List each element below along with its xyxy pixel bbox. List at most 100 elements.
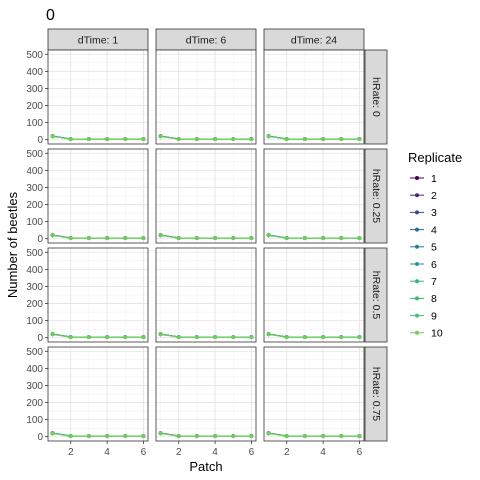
data-point xyxy=(357,137,362,142)
data-point xyxy=(50,233,55,238)
legend-item-label: 4 xyxy=(431,224,437,236)
legend-key-point xyxy=(415,176,419,180)
row-strip-label: hRate: 0 xyxy=(370,77,382,117)
data-point xyxy=(195,434,199,439)
panel-border xyxy=(155,346,257,442)
data-point xyxy=(249,335,254,340)
series-line xyxy=(268,234,360,239)
data-point xyxy=(105,236,109,241)
series-line xyxy=(52,333,144,338)
data-point xyxy=(231,236,236,241)
legend-key-point xyxy=(415,227,419,232)
legend-item-label: 3 xyxy=(431,207,437,219)
data-point xyxy=(141,236,146,241)
data-point xyxy=(339,137,344,142)
panel-border xyxy=(263,49,365,145)
y-tick-label: 400 xyxy=(26,67,43,78)
column-strip-label: dTime: 24 xyxy=(291,35,337,47)
series-line xyxy=(160,432,252,437)
series-line xyxy=(52,432,144,437)
y-tick-label: 100 xyxy=(26,415,43,426)
y-tick-label: 300 xyxy=(26,381,43,392)
y-tick-label: 0 xyxy=(37,432,43,443)
y-tick-label: 100 xyxy=(26,118,43,129)
data-point xyxy=(123,236,128,241)
series-line xyxy=(268,135,360,140)
row-strip xyxy=(364,49,388,145)
data-point xyxy=(105,335,109,340)
legend-key-point xyxy=(415,330,419,335)
series-line xyxy=(160,234,252,239)
data-point xyxy=(68,434,73,439)
data-point xyxy=(87,434,91,439)
data-point xyxy=(284,434,289,439)
data-point xyxy=(231,335,236,340)
panel-border xyxy=(47,49,149,145)
panel-border xyxy=(263,148,365,244)
row-strip xyxy=(364,148,388,244)
legend-key-point xyxy=(415,210,419,215)
legend-item-label: 1 xyxy=(431,173,437,185)
data-point xyxy=(266,431,271,436)
data-point xyxy=(266,332,271,337)
x-tick-label: 4 xyxy=(104,447,110,458)
legend-item-label: 10 xyxy=(431,328,443,340)
data-point xyxy=(195,137,199,142)
y-axis-label: Number of beetles xyxy=(5,191,20,298)
panel-border xyxy=(155,148,257,244)
data-point xyxy=(141,137,146,142)
y-tick-label: 100 xyxy=(26,217,43,228)
data-point xyxy=(303,137,307,142)
panel-border xyxy=(155,49,257,145)
x-tick-label: 6 xyxy=(249,447,255,458)
data-point xyxy=(213,137,217,142)
legend-key-point xyxy=(415,193,419,198)
y-tick-label: 100 xyxy=(26,316,43,327)
data-point xyxy=(158,332,163,337)
data-point xyxy=(321,236,325,241)
data-point xyxy=(105,137,109,142)
data-point xyxy=(176,335,181,340)
data-point xyxy=(176,236,181,241)
data-point xyxy=(231,434,236,439)
y-tick-label: 200 xyxy=(26,101,43,112)
data-point xyxy=(303,335,307,340)
legend-item-label: 9 xyxy=(431,310,437,322)
y-tick-label: 200 xyxy=(26,398,43,409)
data-point xyxy=(141,335,146,340)
data-point xyxy=(141,434,146,439)
data-point xyxy=(339,236,344,241)
data-point xyxy=(266,233,271,238)
y-tick-label: 500 xyxy=(26,347,43,358)
data-point xyxy=(321,434,325,439)
y-tick-label: 0 xyxy=(37,333,43,344)
data-point xyxy=(50,332,55,337)
data-point xyxy=(249,434,254,439)
data-point xyxy=(105,434,109,439)
data-point xyxy=(195,236,199,241)
data-point xyxy=(357,335,362,340)
panel-border xyxy=(155,247,257,343)
legend-item-label: 5 xyxy=(431,242,437,254)
row-strip-label: hRate: 0.5 xyxy=(370,271,382,320)
data-point xyxy=(357,434,362,439)
data-point xyxy=(339,434,344,439)
data-point xyxy=(68,335,73,340)
column-strip-label: dTime: 1 xyxy=(78,35,119,47)
legend-key-point xyxy=(415,279,419,284)
data-point xyxy=(213,236,217,241)
facet-grid: dTime: 1 dTime: 6 dTime: 24 hRate: 0 hRate: … xyxy=(26,28,388,458)
x-tick-label: 4 xyxy=(320,447,326,458)
data-point xyxy=(303,236,307,241)
row-strip xyxy=(364,247,388,343)
data-point xyxy=(231,137,236,142)
legend-key-point xyxy=(415,262,419,266)
data-point xyxy=(284,335,289,340)
data-point xyxy=(158,431,163,436)
data-point xyxy=(339,335,344,340)
legend: Replicate 1 2 3 4 5 6 7 8 9 10 xyxy=(408,150,462,340)
y-tick-label: 200 xyxy=(26,200,43,211)
data-point xyxy=(176,137,181,142)
panel-border xyxy=(263,346,365,442)
data-point xyxy=(266,134,271,139)
